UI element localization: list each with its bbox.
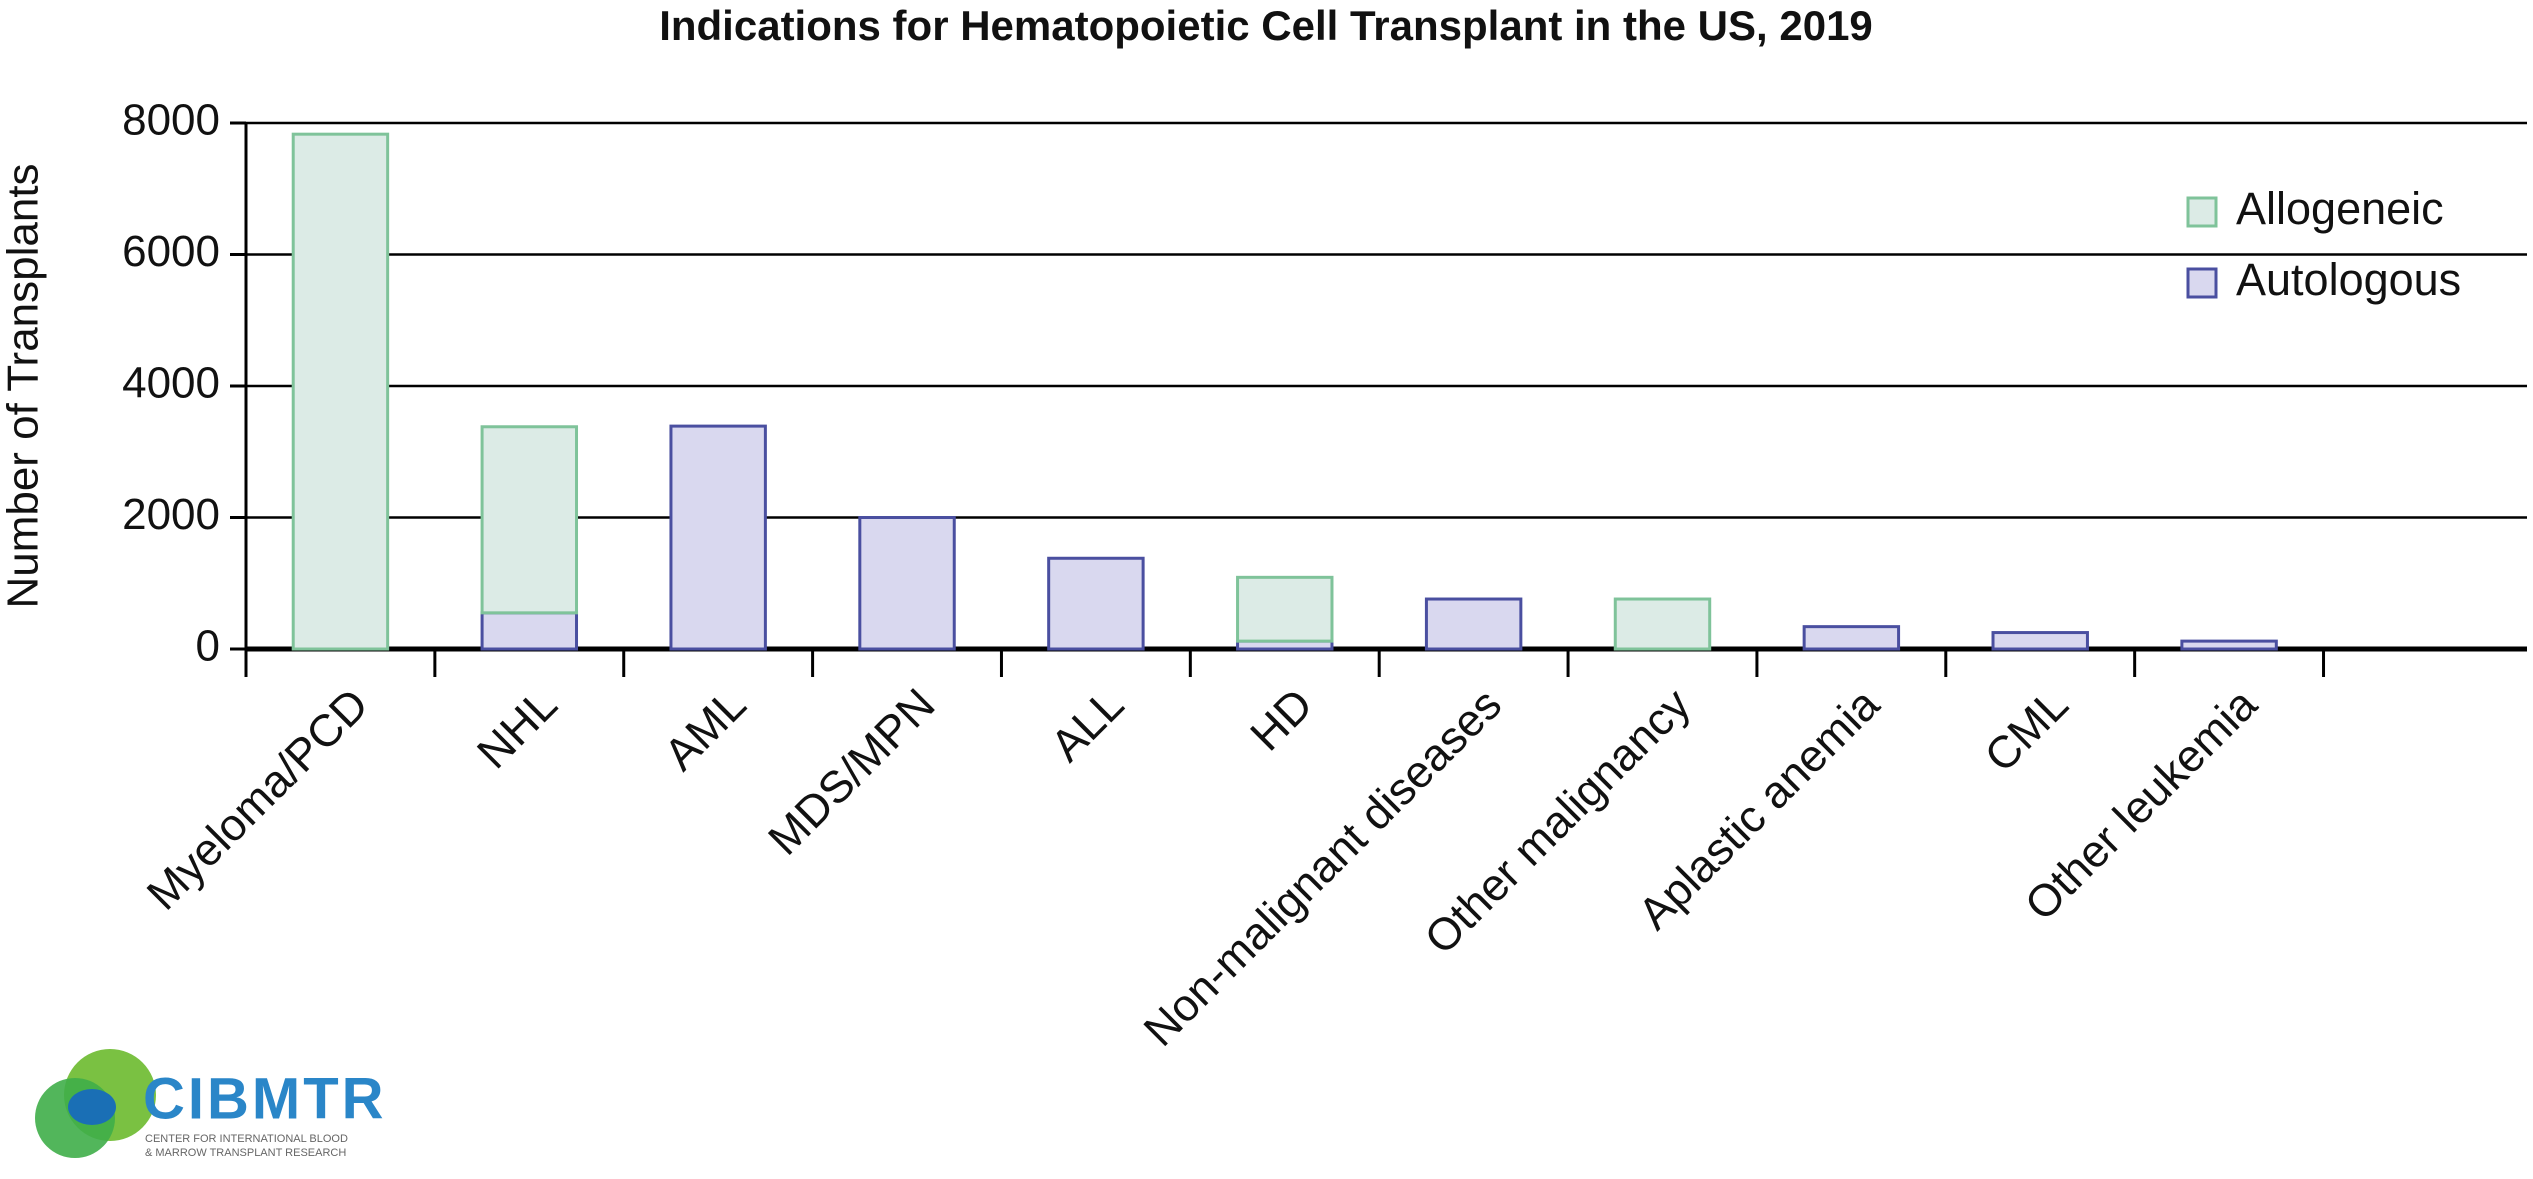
y-tick-label: 8000: [122, 96, 220, 145]
x-tick-label: MDS/MPN: [758, 678, 944, 864]
x-tick-label: Non-malignant diseases: [1134, 678, 1511, 1055]
x-tick-label: NHL: [467, 678, 567, 778]
legend-swatch: [2186, 196, 2218, 228]
logo: CIBMTR CENTER FOR INTERNATIONAL BLOOD & …: [35, 1049, 387, 1159]
x-tick-label: AML: [654, 678, 755, 779]
bar: [1802, 625, 1901, 651]
bar: [1991, 631, 2089, 651]
logo-tagline: CENTER FOR INTERNATIONAL BLOOD: [145, 1133, 348, 1145]
x-tick-label: CML: [1974, 678, 2077, 781]
bar: [1047, 556, 1145, 651]
bar: [1613, 597, 1712, 651]
bar: [480, 425, 579, 615]
legend-swatch: [2186, 267, 2218, 299]
y-tick-label: 6000: [122, 227, 220, 276]
chart-title: Indications for Hematopoietic Cell Trans…: [659, 2, 1873, 49]
bar: [1236, 575, 1334, 643]
y-tick-label: 4000: [122, 359, 220, 408]
logo-circle: [68, 1089, 116, 1125]
bar: [480, 611, 579, 651]
y-tick-label: 2000: [122, 490, 220, 539]
legend-label: Autologous: [2236, 254, 2461, 305]
x-tick-label: Myeloma/PCD: [137, 678, 378, 919]
logo-tagline: & MARROW TRANSPLANT RESEARCH: [145, 1147, 346, 1159]
bar: [291, 132, 390, 651]
y-tick-label: 0: [196, 622, 220, 671]
x-tick-label: ALL: [1041, 678, 1134, 771]
bar: [858, 516, 956, 651]
y-axis-label: Number of Transplants: [0, 163, 48, 608]
bar: [2180, 639, 2278, 651]
bar: [1424, 597, 1523, 651]
logo-name: CIBMTR: [143, 1066, 387, 1131]
x-tick-label: HD: [1240, 678, 1322, 760]
legend-label: Allogeneic: [2236, 183, 2444, 234]
bar: [669, 424, 767, 651]
